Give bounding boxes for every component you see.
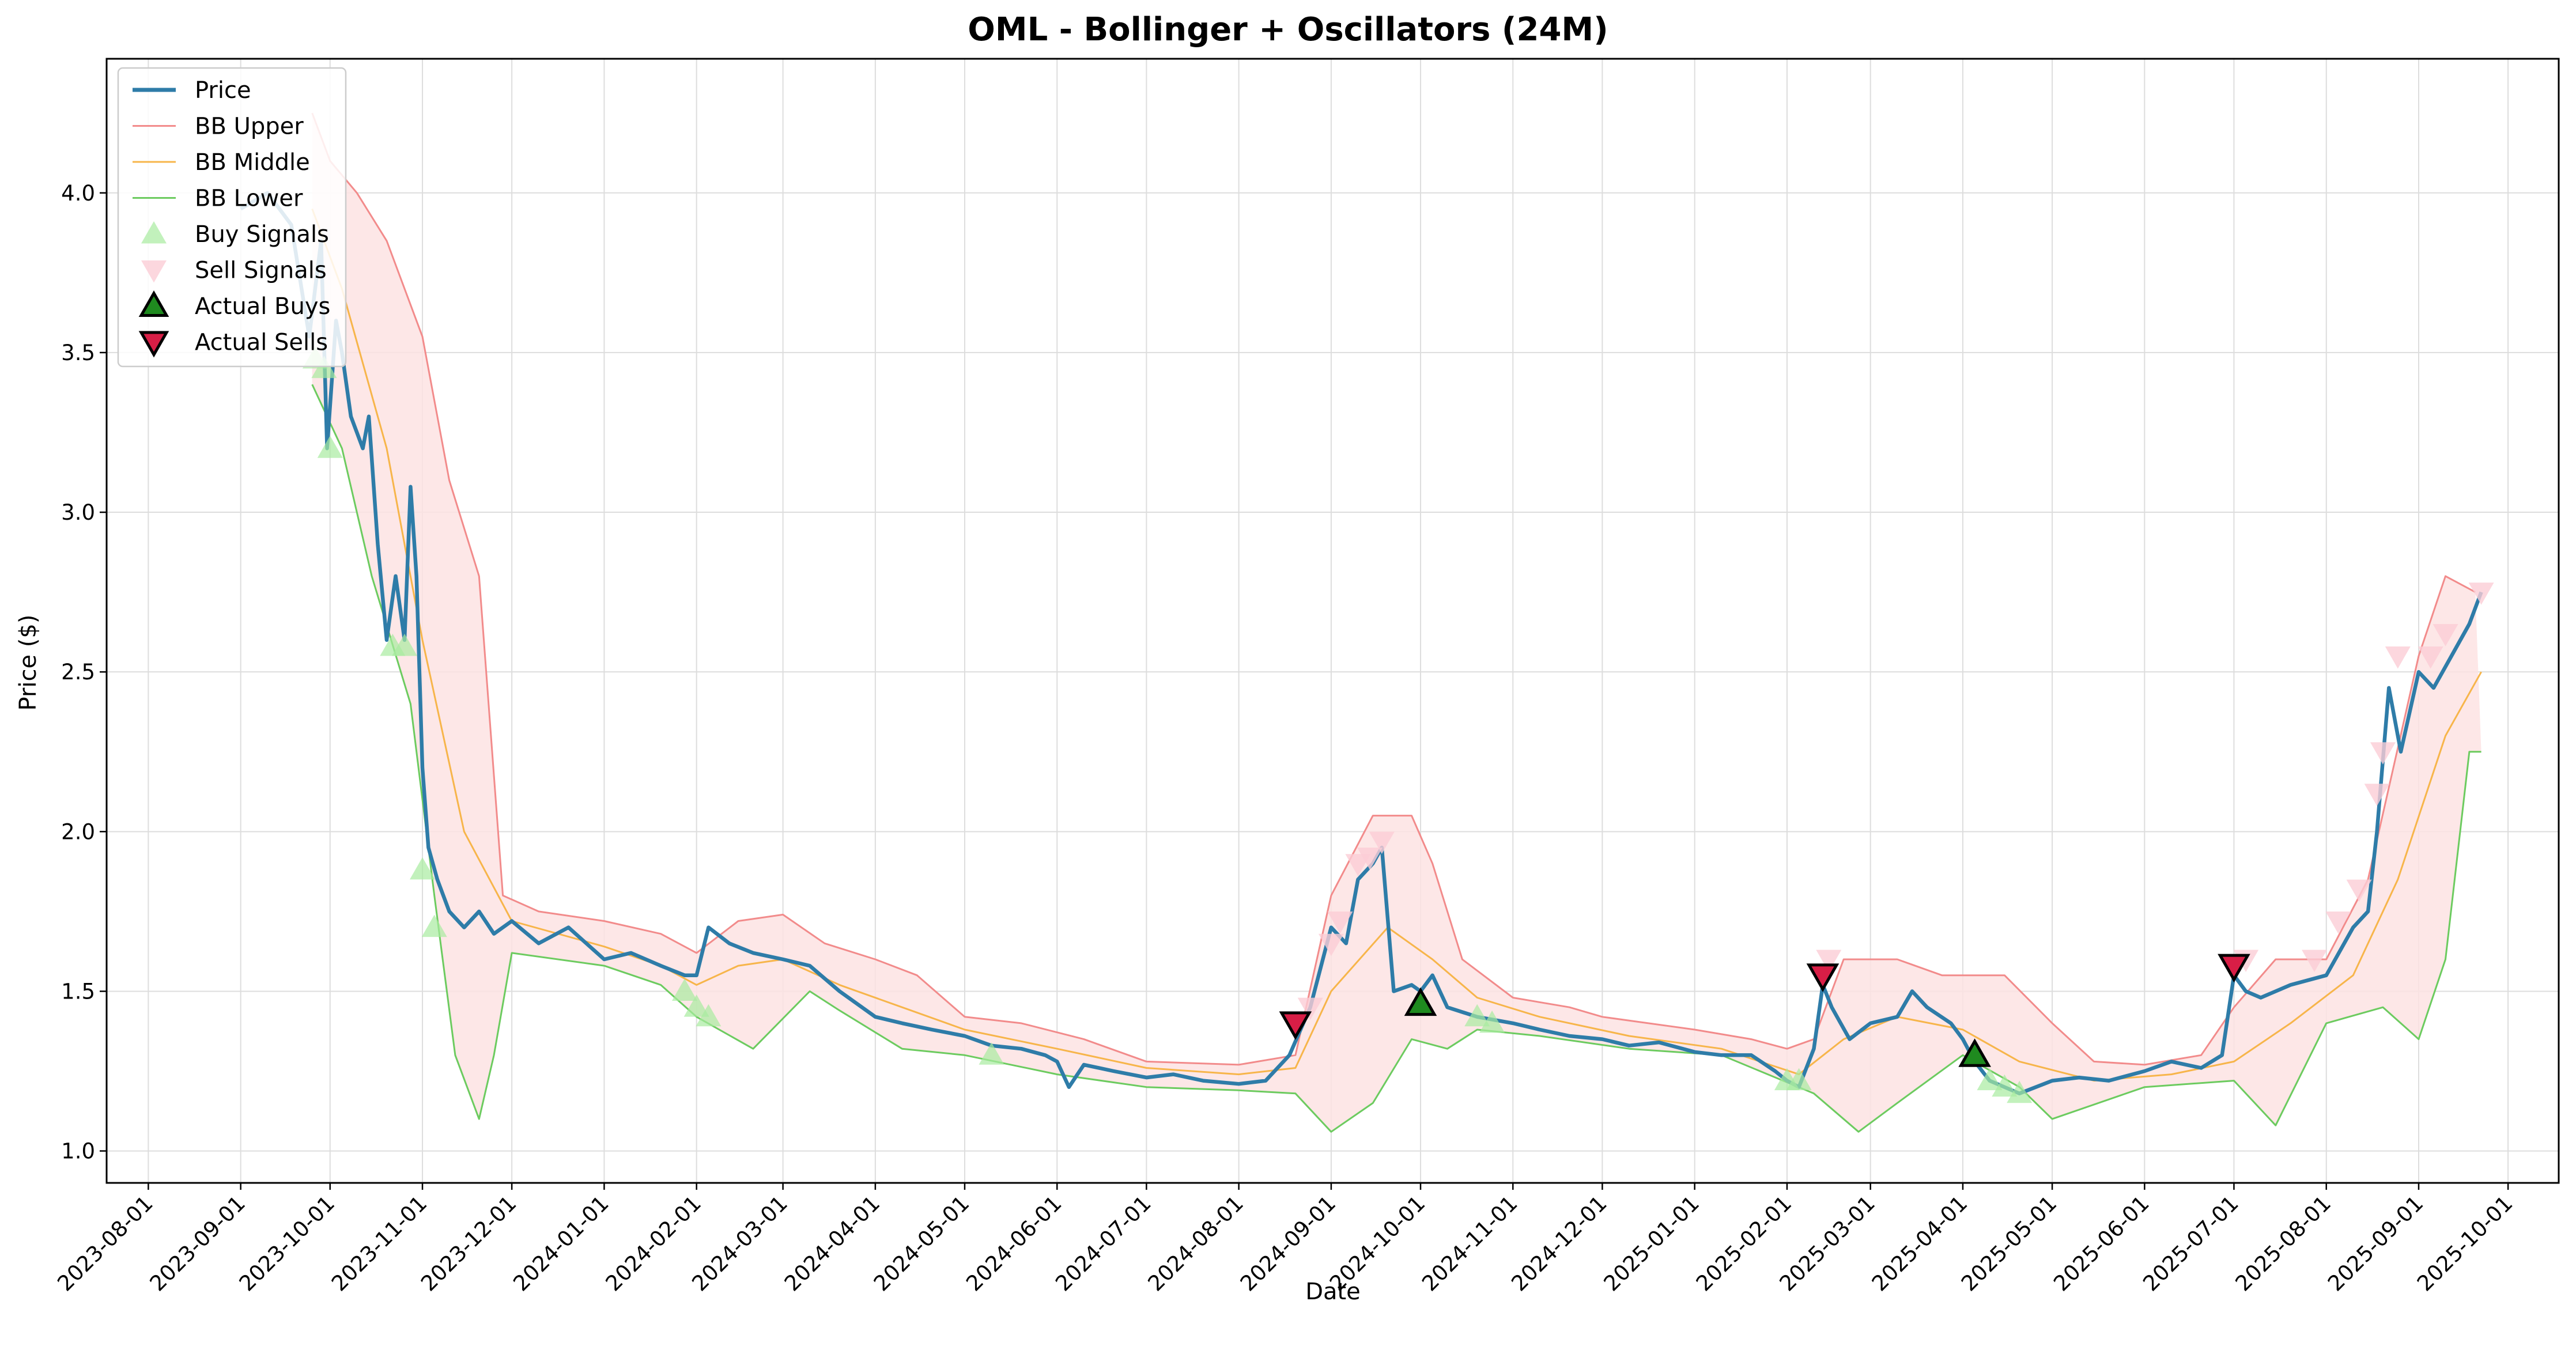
buy-signal-marker [2007,1080,2033,1103]
legend-label: Actual Buys [195,293,330,320]
legend-label: BB Upper [195,114,304,140]
actual-buy-marker [1404,987,1437,1016]
sell-signal-marker [2418,646,2443,669]
y-axis: 1.0 1.5 2.0 2.5 3.0 3.5 4.0 [61,181,107,1164]
buy-signal-marker [672,978,698,1001]
actual-sell-marker [1806,963,1840,992]
legend-label: BB Lower [195,186,303,212]
legend-swatch [141,221,167,244]
bb-lower-line [311,384,2481,1133]
bollinger-band-fill [312,113,2481,1132]
buy-signal-marker [421,914,447,937]
y-axis-label: Price ($) [15,615,41,711]
legend-buy-signals: Buy Signals [141,221,329,248]
sell-signal-marker [2302,950,2328,973]
legend-price: Price [133,77,251,104]
legend-bb-middle: BB Middle [133,149,310,176]
legend-label: Price [195,77,251,104]
legend-bb-lower: BB Lower [133,186,303,212]
sell-signal-marker [2385,646,2411,669]
sell-signal-marker [1297,997,1323,1020]
bb-middle-line [311,208,2482,1082]
legend-label: Buy Signals [195,221,329,248]
legend-actual-sells: Actual Sells [138,330,328,358]
legend-sell-signals: Sell Signals [141,258,327,284]
actual-buy-marker [1958,1038,1991,1067]
sell-signal-marker [1327,912,1353,934]
buy-signal-marker [979,1042,1004,1065]
x-axis-label: Date [1305,1279,1361,1305]
bollinger-band-area [312,113,2481,1132]
y-tick-label: 2.0 [61,819,95,844]
buy-signal-marker [683,994,709,1017]
y-tick-label: 1.5 [61,979,95,1004]
y-tick-label: 3.5 [61,341,95,365]
sell-signal-marker [2346,879,2372,902]
buy-signal-marker [1786,1068,1812,1091]
sell-signal-marker [1369,831,1395,854]
buy-signal-marker [1479,1010,1505,1033]
y-tick-label: 2.5 [61,660,95,684]
sell-signal-marker [1318,933,1344,956]
legend-label: Actual Sells [195,330,328,356]
buy-signal-marker [317,436,343,458]
legend-box [117,67,347,368]
legend-label: Sell Signals [195,258,327,284]
buy-signal-marker [392,633,418,656]
sell-signal-marker [2468,583,2494,605]
sell-signal-marker [2370,742,2396,765]
chart-title: OML - Bollinger + Oscillators (24M) [968,11,1608,48]
y-tick-label: 3.0 [61,500,95,525]
sell-signal-marker [2433,624,2458,646]
sell-signal-marker [1816,950,1842,973]
sell-signal-marker [1357,848,1383,870]
y-tick-label: 1.0 [61,1139,95,1164]
buy-signal-marker [410,857,436,880]
legend-swatch [138,331,169,358]
buy-signal-marker [1977,1068,2003,1091]
legend: Price BB Upper BB Middle BB Lower Buy Signal… [117,67,347,368]
bb-upper-line [311,112,2476,1066]
legend-swatch [141,260,167,283]
legend-label: BB Middle [195,149,310,176]
buy-signal-marker [1992,1074,2018,1097]
actual-sell-marker [1279,1011,1312,1040]
sell-signal-marker [2325,912,2351,934]
buy-signal-marker [1464,1004,1490,1027]
plot-area-frame [105,58,2560,1184]
actual-sell-marker [2218,954,2250,983]
legend-swatch [138,290,169,317]
legend-bb-upper: BB Upper [133,114,304,140]
y-tick-label: 4.0 [61,181,95,206]
buy-signal-marker [696,1004,722,1027]
sell-signal-marker [2364,784,2390,806]
legend-actual-buys: Actual Buys [138,290,330,320]
